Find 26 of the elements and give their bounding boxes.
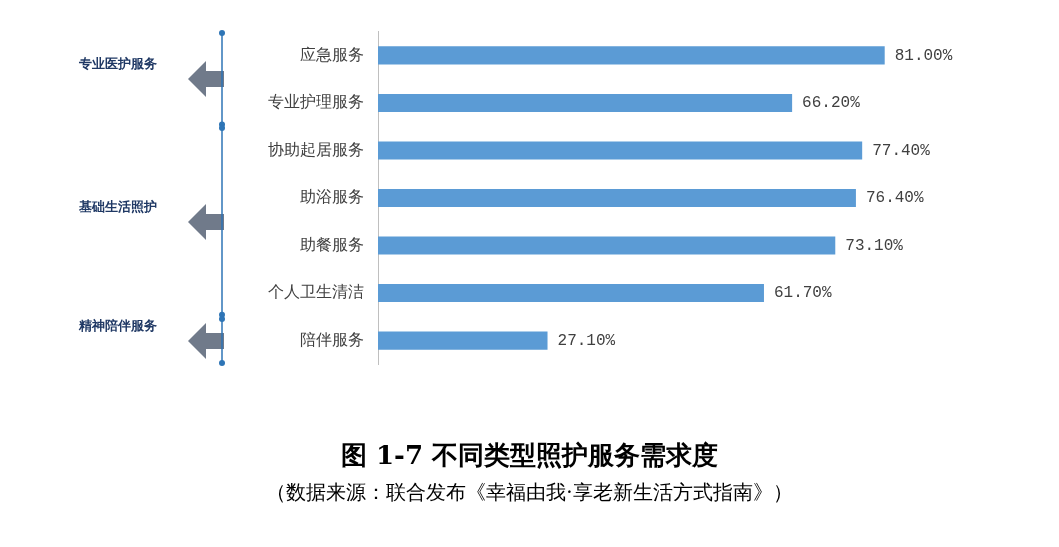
bar	[378, 284, 764, 303]
data-label: 73.10%	[845, 236, 904, 255]
text: 专业医护服务	[78, 55, 158, 74]
y-tick-label: 应急服务	[300, 44, 364, 64]
y-tick-label: 陪伴服务	[300, 329, 364, 349]
text: （数据来源：联合发布《幸福由我·享老新生活方式指南》）	[265, 479, 794, 506]
y-tick-label: 助浴服务	[300, 187, 364, 207]
data-label: 27.10%	[557, 331, 616, 350]
text: 精神陪伴服务	[78, 316, 158, 335]
data-label: 81.00%	[894, 46, 953, 65]
data-label: 77.40%	[872, 141, 931, 160]
bar	[378, 236, 836, 255]
bar	[378, 141, 863, 160]
data-label: 76.40%	[865, 189, 924, 208]
bar	[378, 93, 793, 112]
y-tick-label: 助餐服务	[300, 234, 364, 254]
y-tick-label: 个人卫生清洁	[268, 282, 364, 302]
data-label: 66.20%	[802, 94, 861, 113]
y-tick-label: 专业护理服务	[268, 92, 364, 112]
bar	[378, 46, 885, 65]
data-label: 61.70%	[773, 284, 832, 303]
bar	[378, 188, 856, 208]
bar	[378, 331, 548, 350]
y-tick-label: 协助起居服务	[268, 139, 364, 159]
text: 基础生活照护	[78, 197, 158, 216]
text: 图 1-7 不同类型照护服务需求度	[339, 439, 720, 472]
